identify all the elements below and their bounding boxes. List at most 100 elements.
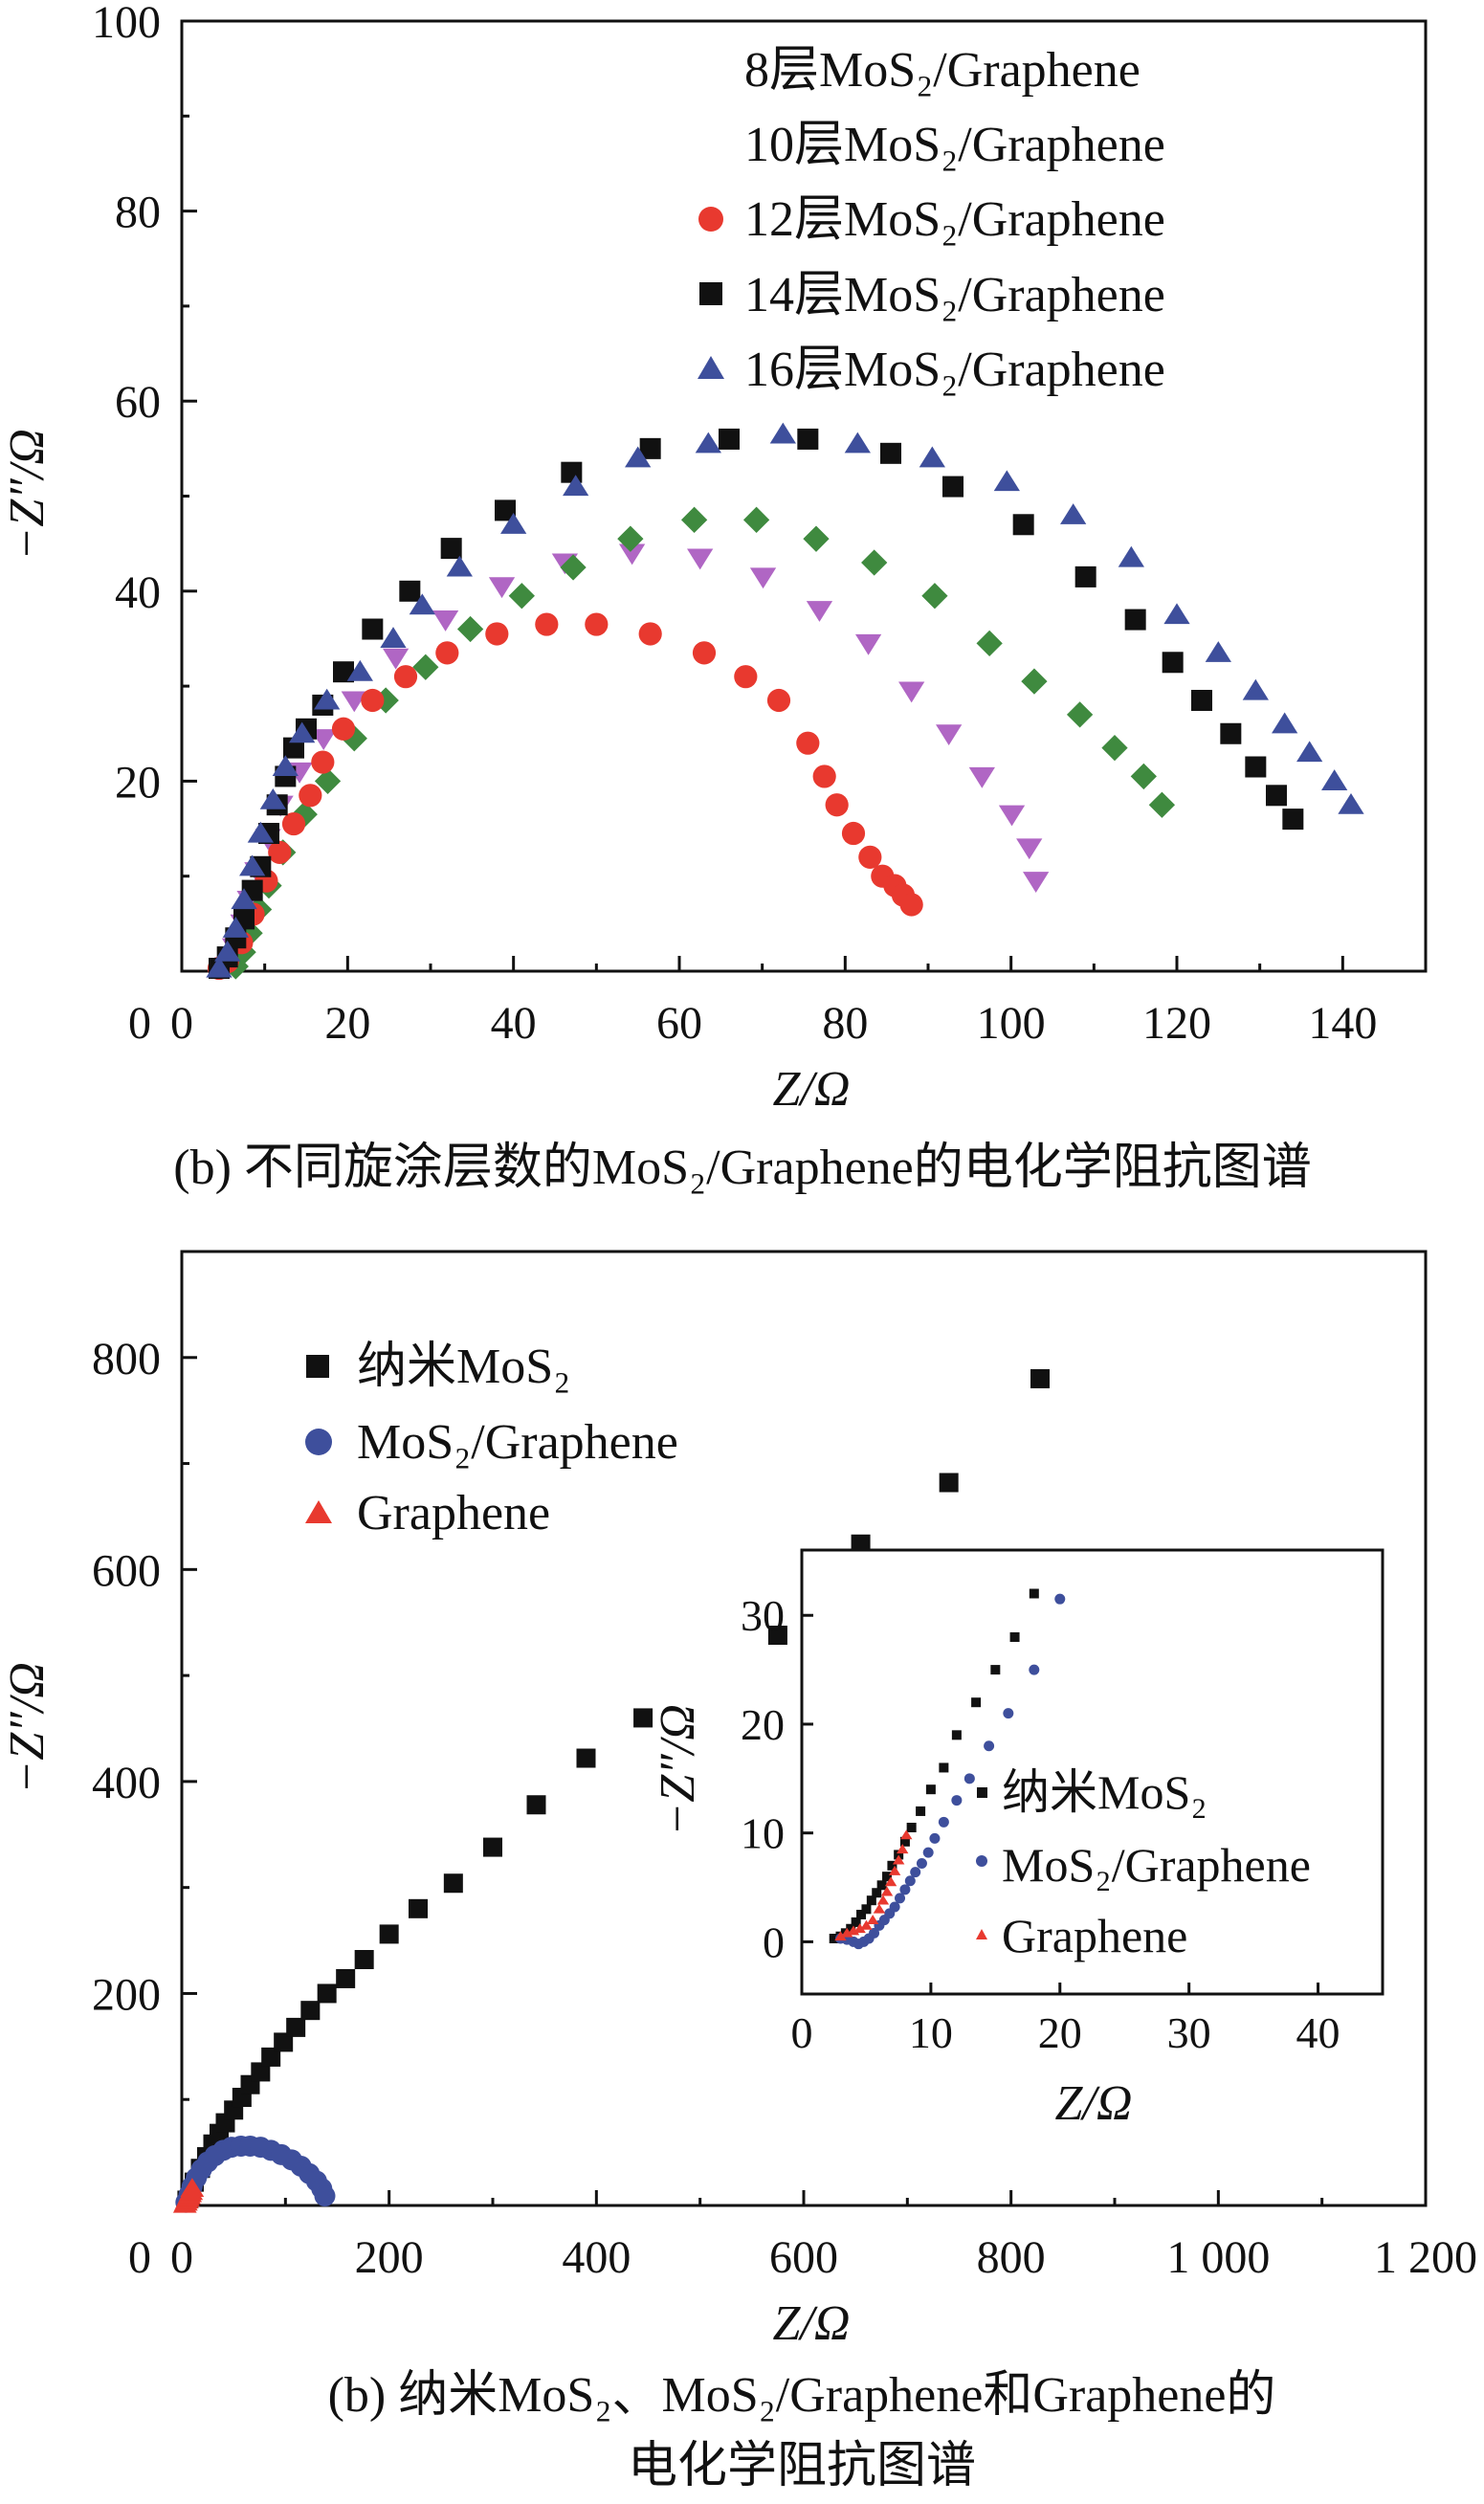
y-tick-label: 100 (92, 0, 161, 48)
data-point (362, 618, 384, 640)
legend-marker-circle (698, 207, 723, 232)
data-point (618, 543, 646, 565)
x-tick-label: 20 (324, 998, 370, 1049)
data-point (695, 432, 721, 454)
data-point (925, 1784, 936, 1795)
data-point (333, 661, 354, 683)
data-point (289, 721, 316, 743)
data-point (1003, 1708, 1014, 1719)
data-point (399, 580, 421, 602)
data-point (866, 1915, 879, 1925)
data-point (231, 888, 257, 910)
data-point (1163, 603, 1190, 625)
legend-label: 纳米MoS₂ (357, 1340, 570, 1394)
data-point (749, 567, 777, 589)
data-point (206, 956, 233, 978)
data-point (354, 1949, 374, 1969)
data-point (1101, 735, 1128, 762)
data-point (341, 691, 367, 713)
data-point (861, 1904, 872, 1915)
x-axis-label: Z/Ω (773, 2296, 851, 2351)
data-point (1245, 756, 1267, 778)
data-point (1242, 678, 1269, 700)
data-point (680, 506, 708, 533)
data-point (899, 1836, 910, 1847)
data-point (872, 1888, 882, 1898)
data-point (984, 1740, 995, 1752)
data-point (951, 1730, 962, 1740)
legend-item: Graphene (305, 1486, 550, 1540)
y-tick-label: 30 (741, 1591, 785, 1640)
legend-label: Graphene (357, 1486, 550, 1540)
data-point (1162, 652, 1184, 674)
data-point (1205, 641, 1231, 662)
legend-label: 14层MoS₂/Graphene (744, 268, 1165, 322)
x-axis-label: Z/Ω (773, 1062, 851, 1117)
y-tick-label: 40 (115, 567, 161, 618)
data-point (1030, 1368, 1050, 1388)
data-point (1009, 1631, 1020, 1642)
legend-label: 12层MoS₂/Graphene (744, 192, 1165, 247)
data-point (625, 446, 652, 468)
data-point (692, 641, 717, 665)
data-point (812, 764, 836, 788)
data-point (904, 1875, 916, 1887)
data-point (887, 1860, 897, 1871)
y-tick-label: 400 (92, 1758, 161, 1808)
data-point (860, 1919, 873, 1930)
data-point (898, 681, 925, 703)
data-point (560, 554, 587, 581)
data-point (633, 1708, 653, 1728)
legend-label: 16层MoS₂/Graphene (744, 343, 1165, 397)
data-point (1272, 712, 1298, 734)
data-point (951, 1795, 963, 1806)
data-point (806, 601, 833, 622)
data-point (687, 548, 714, 570)
data-point (861, 549, 888, 576)
data-point (346, 659, 373, 681)
data-point (916, 1806, 926, 1816)
data-point (919, 446, 945, 468)
data-point (1012, 514, 1034, 536)
data-point (922, 1847, 934, 1858)
data-point (180, 2178, 205, 2197)
x-tick-label: 200 (355, 2232, 424, 2283)
legend: 纳米MoS₂ MoS₂/Graphene Graphene (305, 1340, 678, 1540)
legend-item: 8层MoS₂/Graphene (744, 43, 1141, 98)
data-point (866, 1895, 876, 1906)
data-point (939, 1473, 959, 1493)
data-point (222, 917, 249, 938)
data-point (274, 2032, 294, 2052)
data-point (300, 2001, 321, 2021)
data-point (336, 1968, 356, 1988)
data-point (910, 1867, 921, 1878)
data-point (858, 845, 882, 869)
data-point (432, 610, 459, 632)
legend-item: 16层MoS₂/Graphene (698, 343, 1165, 397)
data-point (1016, 838, 1043, 860)
data-point (251, 2062, 271, 2082)
x-tick-label: 800 (977, 2232, 1046, 2283)
data-point (526, 1795, 546, 1815)
data-point (382, 648, 410, 670)
data-point (895, 1893, 906, 1904)
data-point (314, 688, 341, 710)
series (834, 1829, 913, 1941)
y-tick-label: 10 (741, 1809, 785, 1858)
data-point (1191, 689, 1212, 711)
data-point (803, 525, 830, 552)
data-point (561, 461, 583, 483)
data-point (851, 1917, 861, 1927)
inset-legend: 纳米MoS₂ MoS₂/Graphene Graphene (976, 1765, 1311, 1962)
y-tick-label: 0 (763, 1917, 785, 1966)
data-point (576, 1748, 596, 1768)
legend-item: 14层MoS₂/Graphene (699, 268, 1165, 322)
data-point (906, 1823, 917, 1832)
inset-frame (800, 1548, 1384, 1996)
inset-chart: 0 10 20 30 40 0 10 20 30 Z/Ω −Z″/Ω 纳米MoS₂ MoS₂/G… (651, 1548, 1384, 2131)
data-point (853, 1923, 866, 1934)
data-point (963, 1773, 975, 1784)
data-point (535, 612, 559, 636)
data-point (272, 755, 299, 777)
